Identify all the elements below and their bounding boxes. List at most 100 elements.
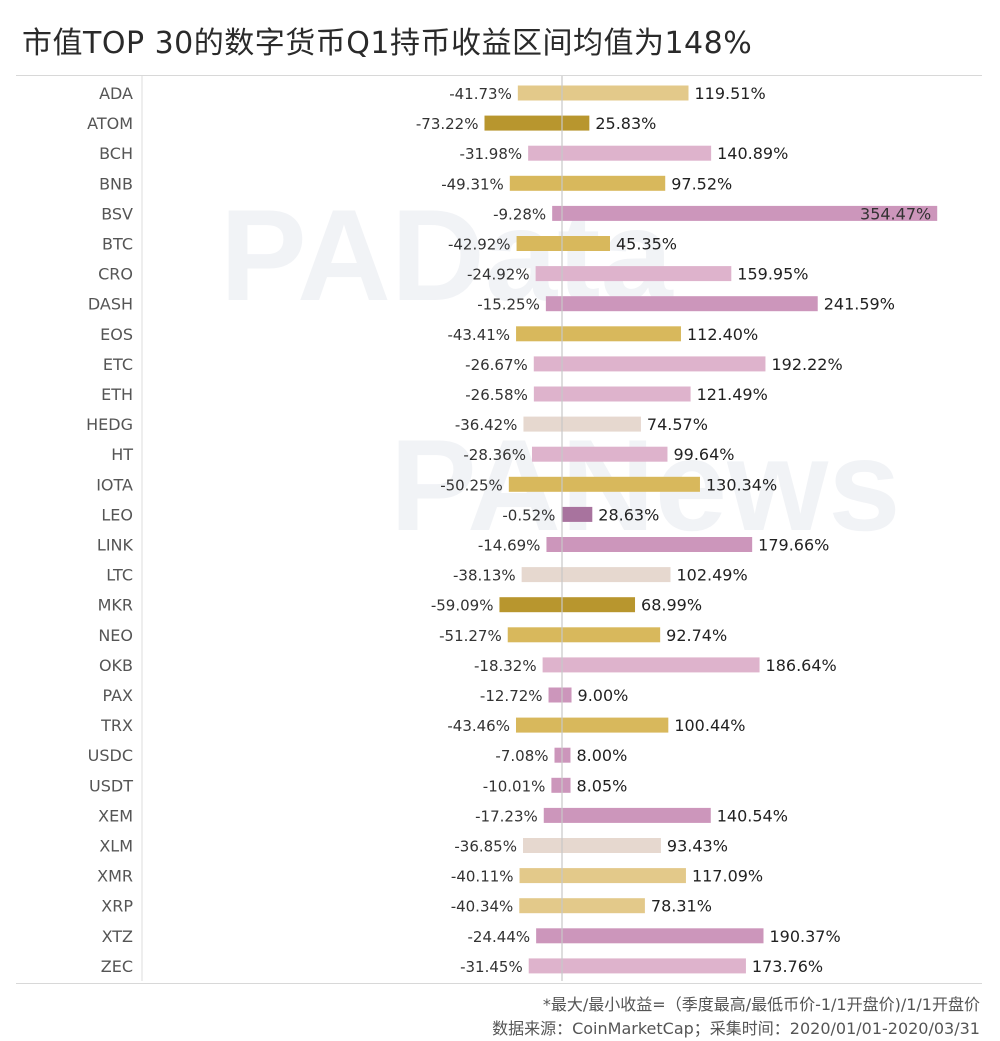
max-return-label-mkr: 68.99% xyxy=(641,596,702,615)
category-label-etc: ETC xyxy=(103,355,133,374)
min-return-label-bnb: -49.31% xyxy=(441,175,504,193)
max-return-label-dash: 241.59% xyxy=(824,295,895,314)
category-label-usdt: USDT xyxy=(89,776,133,795)
bar-link xyxy=(546,537,753,552)
max-return-label-xlm: 93.43% xyxy=(667,837,728,856)
min-return-label-xlm: -36.85% xyxy=(454,838,517,856)
category-label-btc: BTC xyxy=(102,235,133,254)
bar-etc xyxy=(533,356,766,372)
max-return-label-usdc: 8.00% xyxy=(576,746,627,765)
max-return-label-pax: 9.00% xyxy=(578,686,629,705)
min-return-label-link: -14.69% xyxy=(478,537,541,555)
min-return-label-xrp: -40.34% xyxy=(451,898,514,916)
bar-bsv xyxy=(552,205,938,221)
max-return-label-iota: 130.34% xyxy=(706,475,777,494)
min-return-label-leo: -0.52% xyxy=(502,506,555,524)
footnote-source: 数据来源：CoinMarketCap；采集时间：2020/01/01-2020/… xyxy=(492,1019,980,1038)
min-return-label-pax: -12.72% xyxy=(480,687,543,705)
category-label-xtz: XTZ xyxy=(102,927,133,946)
category-label-mkr: MKR xyxy=(98,596,133,615)
category-label-bnb: BNB xyxy=(99,174,133,193)
category-label-bsv: BSV xyxy=(101,204,133,223)
max-return-label-eth: 121.49% xyxy=(697,385,768,404)
category-label-okb: OKB xyxy=(99,656,133,675)
bar-xtz xyxy=(536,928,764,944)
max-return-label-xrp: 78.31% xyxy=(651,897,712,916)
category-label-zec: ZEC xyxy=(101,957,133,976)
min-return-label-hedg: -36.42% xyxy=(455,416,518,434)
min-return-label-iota: -50.25% xyxy=(440,476,503,494)
min-return-label-atom: -73.22% xyxy=(416,115,479,133)
min-return-label-bch: -31.98% xyxy=(460,145,523,163)
min-return-label-neo: -51.27% xyxy=(439,627,502,645)
min-return-label-xtz: -24.44% xyxy=(468,928,531,946)
max-return-label-cro: 159.95% xyxy=(737,265,808,284)
bar-eth xyxy=(533,386,691,402)
bar-okb xyxy=(542,657,760,673)
bar-dash xyxy=(545,296,818,312)
category-label-iota: IOTA xyxy=(96,475,133,494)
min-return-label-bsv: -9.28% xyxy=(493,205,546,223)
category-label-dash: DASH xyxy=(88,295,133,314)
bar-btc xyxy=(516,236,611,251)
category-label-cro: CRO xyxy=(98,265,133,284)
category-label-xmr: XMR xyxy=(97,867,133,886)
min-return-label-eth: -26.58% xyxy=(465,386,528,404)
min-return-label-btc: -42.92% xyxy=(448,236,511,254)
chart-frame xyxy=(16,75,982,984)
category-label-usdc: USDC xyxy=(88,746,133,765)
bar-eos xyxy=(516,326,681,342)
bar-zec xyxy=(528,958,746,974)
category-label-ht: HT xyxy=(111,445,133,464)
min-return-label-okb: -18.32% xyxy=(474,657,537,675)
category-label-atom: ATOM xyxy=(87,114,133,133)
category-label-pax: PAX xyxy=(102,686,133,705)
bar-xmr xyxy=(519,868,686,884)
bar-bnb xyxy=(509,175,666,191)
category-label-xrp: XRP xyxy=(101,897,133,916)
bar-ada xyxy=(517,85,689,101)
min-return-label-zec: -31.45% xyxy=(460,958,523,976)
category-label-bch: BCH xyxy=(99,144,133,163)
bar-iota xyxy=(508,476,700,492)
footnote: *最大/最小收益=（季度最高/最低币价-1/1开盘价)/1/1开盘价 数据来源：… xyxy=(492,993,980,1041)
category-label-hedg: HEDG xyxy=(86,415,133,434)
max-return-label-ht: 99.64% xyxy=(673,445,734,464)
max-return-label-bch: 140.89% xyxy=(717,144,788,163)
max-return-label-xtz: 190.37% xyxy=(770,927,841,946)
bar-neo xyxy=(507,627,661,643)
category-label-xlm: XLM xyxy=(99,837,133,856)
max-return-label-okb: 186.64% xyxy=(766,656,837,675)
bar-hedg xyxy=(523,416,641,432)
min-return-label-ada: -41.73% xyxy=(449,85,512,103)
max-return-label-atom: 25.83% xyxy=(595,114,656,133)
max-return-label-bnb: 97.52% xyxy=(671,174,732,193)
category-label-neo: NEO xyxy=(98,626,133,645)
min-return-label-mkr: -59.09% xyxy=(431,597,494,615)
max-return-label-usdt: 8.05% xyxy=(577,776,628,795)
bar-atom xyxy=(484,115,590,131)
category-label-xem: XEM xyxy=(98,806,133,825)
bar-xlm xyxy=(522,838,661,853)
bar-ht xyxy=(531,446,668,462)
max-return-label-zec: 173.76% xyxy=(752,957,823,976)
category-label-eos: EOS xyxy=(100,325,133,344)
min-return-label-trx: -43.46% xyxy=(447,717,510,735)
bar-pax xyxy=(548,687,572,703)
footnote-formula: *最大/最小收益=（季度最高/最低币价-1/1开盘价)/1/1开盘价 xyxy=(542,995,980,1014)
min-return-label-ltc: -38.13% xyxy=(453,567,516,585)
bar-xrp xyxy=(519,898,645,914)
min-return-label-usdc: -7.08% xyxy=(495,747,548,765)
chart-title: 市值TOP 30的数字货币Q1持币收益区间均值为148% xyxy=(22,26,753,61)
bar-xem xyxy=(543,807,711,823)
bar-bch xyxy=(528,145,712,161)
max-return-label-neo: 92.74% xyxy=(666,626,727,645)
max-return-label-trx: 100.44% xyxy=(674,716,745,735)
max-return-label-hedg: 74.57% xyxy=(647,415,708,434)
min-return-label-xem: -17.23% xyxy=(475,807,538,825)
category-label-eth: ETH xyxy=(101,385,133,404)
min-return-label-dash: -15.25% xyxy=(477,296,540,314)
max-return-label-bsv: 354.47% xyxy=(860,204,931,223)
category-label-trx: TRX xyxy=(100,716,133,735)
max-return-label-ltc: 102.49% xyxy=(676,566,747,585)
